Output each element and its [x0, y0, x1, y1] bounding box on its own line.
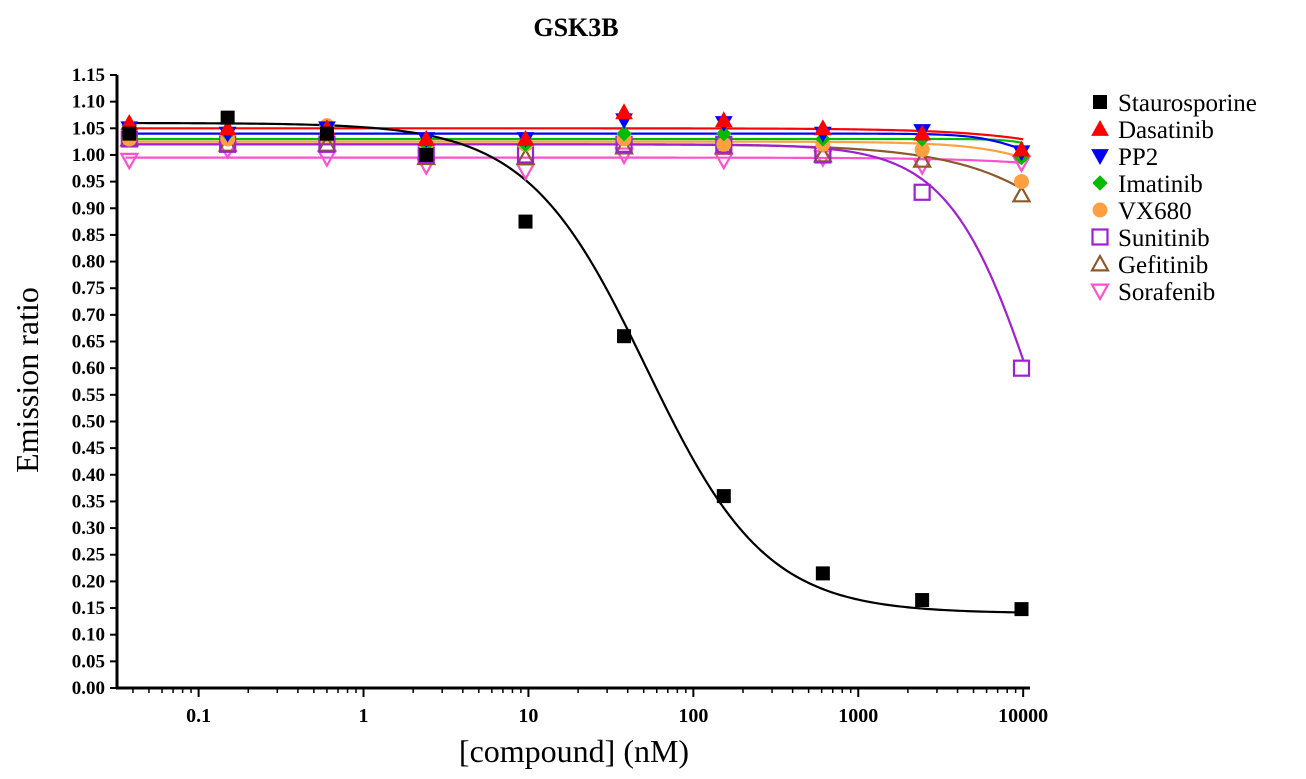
data-point-dasatinib — [714, 111, 733, 128]
y-tick-label: 1.10 — [72, 92, 105, 113]
y-tick-label: 0.45 — [72, 438, 105, 459]
legend-marker-staurosporine — [1093, 95, 1107, 109]
data-point-gefitinib — [812, 144, 833, 163]
legend-label: Staurosporine — [1118, 90, 1257, 117]
data-point-staurosporine — [419, 147, 434, 162]
y-tick-label: 0.20 — [72, 571, 105, 592]
data-point-sunitinib — [1012, 359, 1031, 377]
legend-label: Imatinib — [1118, 171, 1203, 198]
data-point-imatinib — [616, 125, 632, 142]
data-point-staurosporine — [716, 489, 731, 504]
y-tick-label: 1.15 — [72, 65, 105, 86]
axes: 0.00 0.05 0.10 0.15 0.20 0.25 0.30 0.35 0.40 0.45… — [72, 65, 1048, 727]
fit-curve-vx680 — [125, 140, 1024, 160]
x-tick-label: 10 — [518, 705, 538, 727]
legend-marker-vx680 — [1092, 202, 1108, 218]
data-point-staurosporine — [122, 126, 137, 141]
legend-marker-sorafenib — [1090, 283, 1110, 302]
legend-marker-imatinib — [1092, 175, 1108, 191]
fit-curve-dasatinib — [125, 127, 1024, 141]
data-point-staurosporine — [518, 214, 533, 229]
y-tick-label: 0.75 — [72, 278, 105, 299]
y-axis-label: Emission ratio — [9, 287, 45, 473]
data-point-dasatinib — [814, 119, 832, 136]
legend-label: Sorafenib — [1118, 279, 1215, 306]
fit-curves — [125, 121, 1025, 614]
data-point-gefitinib — [317, 134, 337, 152]
legend-label: VX680 — [1118, 198, 1192, 225]
y-tick-label: 0.85 — [72, 225, 105, 246]
fit-curve-gefitinib — [125, 143, 1024, 191]
data-point-sorafenib — [119, 152, 140, 171]
data-point-dasatinib — [516, 129, 535, 146]
data-point-imatinib — [716, 125, 732, 142]
y-tick-label: 0.50 — [72, 411, 105, 432]
y-tick-label: 1.05 — [72, 118, 105, 139]
legend-marker-gefitinib — [1090, 253, 1110, 272]
data-point-gefitinib — [1011, 184, 1032, 203]
fit-curve-sorafenib — [125, 156, 1024, 164]
y-tick-label: 0.70 — [72, 305, 105, 326]
data-point-dasatinib — [913, 124, 931, 141]
fit-curve-imatinib — [125, 137, 1024, 145]
x-tick-label: 1 — [359, 705, 369, 727]
data-point-staurosporine — [220, 110, 235, 125]
data-point-staurosporine — [815, 566, 830, 581]
y-tick-label: 0.10 — [72, 625, 105, 646]
data-point-staurosporine — [617, 329, 632, 344]
y-tick-label: 1.00 — [72, 145, 105, 166]
y-tick-label: 0.55 — [72, 385, 105, 406]
legend-label: Sunitinib — [1118, 225, 1210, 252]
legend-label: Gefitinib — [1118, 252, 1208, 279]
y-tick-label: 0.25 — [72, 545, 105, 566]
data-point-dasatinib — [1012, 140, 1031, 157]
x-axis-label: [compound] (nM) — [459, 733, 689, 769]
data-point-sorafenib — [713, 152, 734, 171]
data-point-gefitinib — [614, 136, 634, 155]
y-tick-label: 0.15 — [72, 598, 105, 619]
fit-curve-sunitinib — [125, 143, 1025, 361]
legend-marker-dasatinib — [1091, 119, 1109, 136]
data-point-staurosporine — [319, 126, 334, 141]
data-point-vx680 — [1014, 174, 1030, 190]
y-tick-label: 0.30 — [72, 518, 105, 539]
data-point-gefitinib — [515, 147, 536, 166]
chart-title: GSK3B — [533, 13, 618, 42]
data-point-dasatinib — [615, 103, 633, 120]
legend: StaurosporineDasatinibPP2ImatinibVX680Su… — [1090, 90, 1257, 306]
fit-curve-pp2 — [125, 132, 1024, 151]
data-point-sunitinib — [913, 183, 931, 201]
data-point-dasatinib — [417, 129, 436, 146]
y-tick-label: 0.05 — [72, 651, 105, 672]
legend-label: Dasatinib — [1118, 117, 1214, 144]
data-point-staurosporine — [1014, 602, 1029, 617]
y-tick-label: 0.95 — [72, 172, 105, 193]
legend-label: PP2 — [1118, 144, 1158, 171]
legend-marker-pp2 — [1091, 149, 1109, 166]
x-tick-label: 0.1 — [186, 705, 211, 727]
y-tick-label: 0.00 — [72, 678, 105, 699]
data-point-gefitinib — [912, 150, 933, 168]
data-points — [119, 103, 1032, 617]
y-tick-label: 0.35 — [72, 491, 105, 512]
x-tick-label: 1000 — [838, 705, 878, 727]
x-tick-label: 100 — [678, 705, 708, 727]
data-point-sorafenib — [614, 147, 634, 166]
y-tick-label: 0.60 — [72, 358, 105, 379]
data-point-dasatinib — [218, 119, 237, 136]
legend-marker-sunitinib — [1091, 228, 1109, 246]
y-tick-label: 0.90 — [72, 198, 105, 219]
fit-curve-staurosporine — [125, 121, 1024, 614]
x-tick-label: 10000 — [998, 705, 1048, 727]
y-tick-label: 0.80 — [72, 252, 105, 273]
y-tick-label: 0.40 — [72, 465, 105, 486]
data-point-staurosporine — [915, 593, 930, 608]
y-tick-label: 0.65 — [72, 332, 105, 353]
